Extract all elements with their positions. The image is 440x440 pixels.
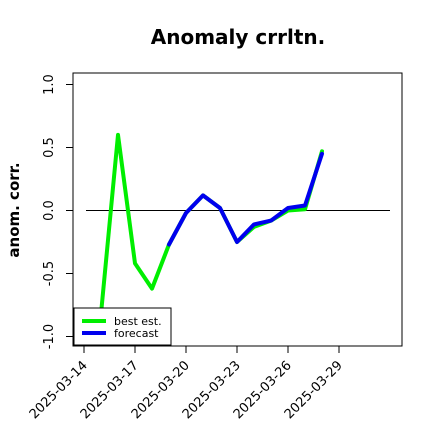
legend: best est.forecast [73, 307, 172, 346]
legend-label: forecast [114, 327, 159, 340]
y-tick-label: 0.0 [42, 200, 57, 221]
y-tick-label: 1.0 [42, 74, 57, 95]
y-tick-label: 0.5 [42, 137, 57, 158]
series-line-best-est [99, 132, 324, 316]
y-tick-label: -0.5 [42, 261, 57, 286]
plot-layer: -1.0-0.50.00.51.02025-03-142025-03-17202… [27, 72, 403, 422]
y-tick-label: -1.0 [42, 324, 57, 349]
series-line-forecast [167, 151, 324, 247]
plot-frame [72, 72, 403, 347]
legend-box [73, 307, 172, 346]
chart-title: Anomaly crrltn. [151, 25, 325, 49]
y-axis-label: anom. corr. [5, 162, 23, 257]
legend-label: best est. [114, 315, 162, 328]
